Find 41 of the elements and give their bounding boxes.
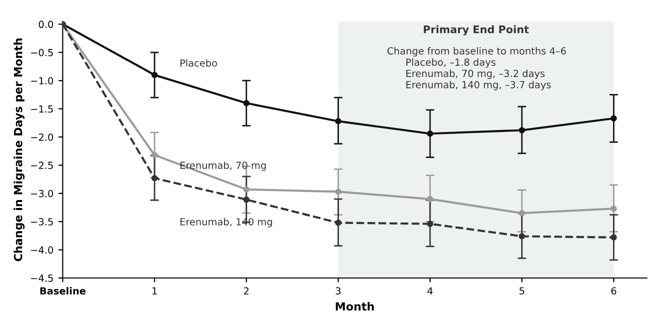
point (335, 118, 342, 124)
point (610, 234, 617, 241)
point (426, 130, 434, 137)
series-label: Placebo (180, 59, 217, 67)
x-tick-label: 3 (336, 287, 341, 295)
series-label: Erenumab, 70 mg (180, 161, 266, 171)
point (151, 72, 158, 78)
y-tick-label: −2.5 (31, 162, 53, 170)
x-tick-label: 2 (244, 287, 248, 294)
y-tick-label: −3.5 (31, 218, 53, 226)
y-tick-label: −3.0 (31, 190, 54, 198)
point (335, 188, 342, 195)
point (243, 100, 250, 106)
point (610, 115, 617, 122)
y-tick-label: −4.5 (31, 274, 53, 282)
y-tick-label: −1.5 (31, 105, 53, 113)
y-tick-label: −1.0 (31, 77, 54, 84)
point (518, 127, 526, 134)
x-tick-label: Baseline (40, 287, 86, 295)
x-tick-label: 5 (520, 287, 524, 295)
point (426, 196, 434, 202)
point (151, 152, 158, 158)
point (610, 206, 617, 212)
y-tick-label: −2.0 (31, 133, 54, 141)
y-tick-label: 0.0 (38, 20, 54, 28)
point (518, 233, 526, 240)
y-axis-title: Change in Migraine Days per Month (14, 38, 25, 262)
point (243, 196, 250, 203)
point (426, 220, 434, 227)
x-tick-label: 4 (427, 287, 433, 294)
annotation: Change from baseline to months 4–6 Placebo, –1.8 days Erenumab, 70 mg, –3.2 days Erenumab, 140 mg, –3.7 days (387, 47, 566, 90)
y-tick-label: −4.0 (31, 246, 54, 254)
point (151, 175, 158, 182)
point (243, 186, 250, 193)
x-axis-title: Month (336, 302, 374, 311)
point (518, 210, 526, 216)
x-tick-label: 6 (611, 287, 616, 295)
point (335, 220, 342, 226)
y-tick-label: −0.5 (31, 48, 53, 56)
x-tick-label: 1 (152, 287, 157, 294)
band-label: Primary End Point (424, 25, 529, 36)
